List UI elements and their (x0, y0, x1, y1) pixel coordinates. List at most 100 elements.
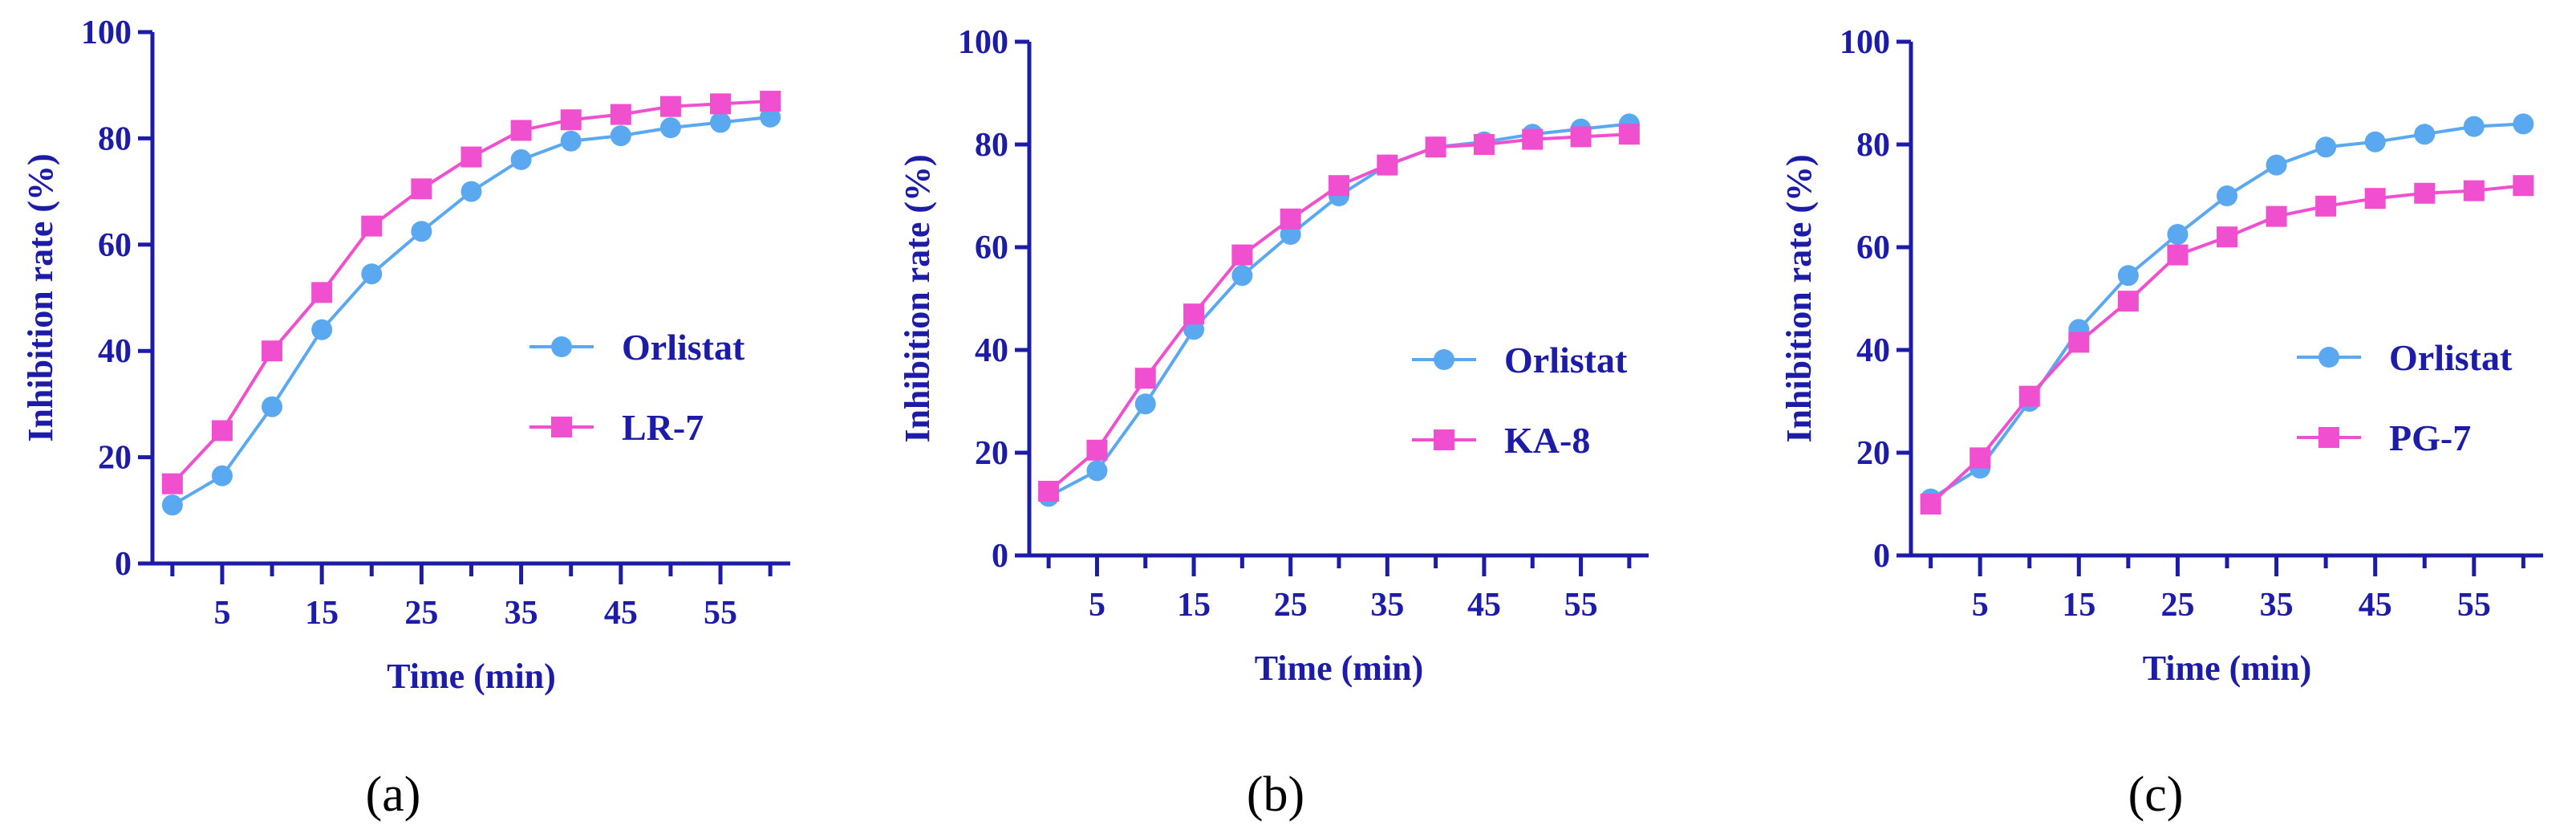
data-point-lr-7 (262, 340, 283, 362)
data-point-ka-8 (1038, 481, 1060, 502)
y-tick-label: 20 (98, 440, 132, 477)
data-point-pg-7 (2167, 244, 2189, 266)
y-tick-label: 60 (98, 227, 132, 264)
legend-label: Orlistat (1504, 340, 1628, 380)
x-axis-title: Time (min) (2143, 649, 2312, 688)
data-point-pg-7 (2018, 385, 2040, 407)
legend-label: Orlistat (622, 327, 745, 368)
data-point-orlistat (311, 319, 333, 340)
y-axis-title: Inhibition rate (%) (898, 154, 937, 442)
legend-marker-square (2318, 427, 2339, 448)
data-point-pg-7 (2266, 205, 2287, 227)
data-point-orlistat (2167, 224, 2189, 245)
data-point-pg-7 (2463, 180, 2485, 201)
y-tick-label: 80 (975, 127, 1008, 164)
y-axis-title: Inhibition rate (%) (1779, 154, 1819, 442)
y-axis-title: Inhibition rate (%) (21, 153, 60, 441)
y-tick-label: 100 (1840, 24, 1890, 61)
data-point-orlistat (1134, 393, 1156, 415)
data-point-ka-8 (1425, 136, 1446, 158)
legend-label: Orlistat (2389, 337, 2513, 378)
data-point-pg-7 (1970, 447, 1991, 469)
data-point-ka-8 (1570, 126, 1592, 148)
legend-marker-circle (1434, 349, 1454, 370)
data-point-ka-8 (1329, 175, 1349, 197)
data-point-pg-7 (1920, 494, 1941, 515)
data-point-orlistat (211, 465, 233, 486)
data-point-orlistat (710, 112, 732, 133)
data-point-orlistat (2463, 116, 2485, 137)
data-point-orlistat (2266, 154, 2287, 176)
x-axis-title: Time (min) (1255, 649, 1424, 688)
x-tick-label: 55 (1564, 587, 1598, 624)
y-tick-label: 20 (1856, 435, 1890, 472)
legend-label: KA-8 (1504, 420, 1590, 461)
chart-panel-2: 0 20 40 60 80 100 5 15 25 35 45 55 Time (min) Inhibit… (898, 24, 1649, 822)
data-point-lr-7 (710, 93, 732, 115)
data-point-orlistat (760, 106, 781, 128)
x-tick-label: 15 (2062, 587, 2095, 624)
data-point-lr-7 (361, 215, 383, 237)
y-tick-label: 100 (81, 14, 132, 51)
data-point-orlistat (560, 130, 582, 152)
x-tick-label: 5 (1972, 587, 1989, 624)
data-point-lr-7 (610, 104, 631, 125)
legend-marker-square (551, 417, 572, 437)
data-point-lr-7 (211, 420, 233, 441)
data-point-ka-8 (1231, 244, 1253, 266)
legend-label: PG-7 (2389, 417, 2471, 458)
data-point-lr-7 (560, 109, 582, 131)
data-point-ka-8 (1473, 134, 1495, 155)
y-tick-label: 60 (975, 230, 1008, 266)
data-point-orlistat (2414, 124, 2436, 145)
y-tick-label: 0 (992, 538, 1008, 575)
data-point-lr-7 (760, 91, 781, 112)
y-tick-label: 80 (1856, 127, 1890, 164)
x-tick-label: 35 (1370, 587, 1404, 624)
x-tick-label: 55 (704, 595, 737, 632)
data-point-orlistat (510, 148, 532, 170)
data-point-ka-8 (1086, 439, 1108, 461)
data-point-lr-7 (411, 178, 432, 200)
x-tick-label: 5 (213, 595, 230, 632)
panel-caption: (a) (366, 767, 421, 822)
x-tick-label: 25 (2160, 587, 2194, 624)
data-point-ka-8 (1280, 208, 1301, 230)
x-tick-label: 55 (2457, 587, 2491, 624)
data-point-orlistat (411, 221, 432, 242)
data-point-orlistat (659, 117, 681, 139)
data-point-orlistat (610, 125, 631, 147)
legend-marker-circle (2318, 347, 2339, 368)
data-point-ka-8 (1522, 128, 1544, 150)
data-point-lr-7 (460, 146, 482, 168)
data-point-orlistat (2117, 265, 2139, 287)
data-point-pg-7 (2217, 226, 2237, 248)
data-point-orlistat (1086, 460, 1108, 482)
data-point-orlistat (2513, 113, 2534, 135)
chart-panel-3: 0 20 40 60 80 100 5 15 25 35 45 55 Time (min) Inhibit… (1779, 24, 2543, 822)
x-tick-label: 15 (1177, 587, 1211, 624)
data-point-lr-7 (510, 120, 532, 141)
data-point-pg-7 (2117, 291, 2139, 312)
x-tick-label: 35 (2260, 587, 2294, 624)
data-point-orlistat (1231, 265, 1253, 287)
legend-label: LR-7 (622, 407, 704, 448)
x-tick-label: 5 (1089, 587, 1105, 624)
y-tick-label: 100 (958, 24, 1008, 61)
data-point-pg-7 (2414, 182, 2436, 204)
data-point-orlistat (361, 263, 383, 285)
data-point-lr-7 (311, 282, 333, 303)
data-point-orlistat (2315, 136, 2337, 158)
y-tick-label: 0 (1873, 538, 1890, 575)
x-tick-label: 35 (505, 595, 538, 632)
y-tick-label: 80 (98, 120, 132, 157)
data-point-lr-7 (659, 96, 681, 117)
y-tick-label: 20 (975, 435, 1008, 472)
data-point-lr-7 (161, 473, 183, 494)
x-tick-label: 15 (305, 595, 339, 632)
data-point-pg-7 (2068, 332, 2090, 353)
panel-caption: (c) (2128, 767, 2184, 822)
chart-panel-1: 0 20 40 60 80 100 5 15 25 35 45 55 Time (min) Inhibit… (21, 14, 790, 822)
x-tick-label: 25 (1274, 587, 1308, 624)
